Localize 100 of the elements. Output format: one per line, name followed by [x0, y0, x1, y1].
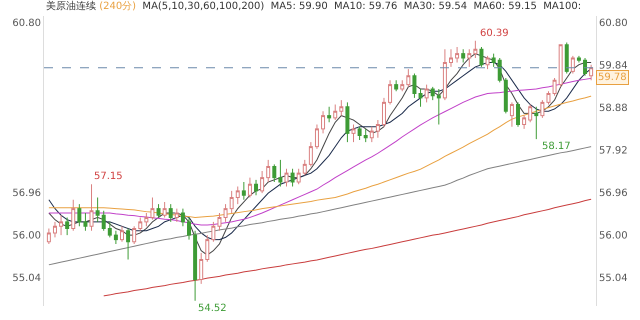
annotation: 54.52 [198, 303, 227, 314]
candlestick [96, 197, 100, 222]
y2-tick-label: 56.96 [599, 188, 628, 200]
candlestick [308, 142, 313, 168]
candlestick [540, 100, 544, 118]
line-series [48, 78, 592, 226]
candlestick [339, 100, 344, 116]
candlestick [516, 102, 520, 128]
candlestick [65, 216, 70, 236]
candlestick [473, 40, 478, 59]
candlestick [236, 186, 240, 205]
candlestick [150, 197, 154, 220]
candlestick [126, 228, 130, 260]
candlestick [552, 77, 557, 96]
candlestick [467, 48, 472, 68]
candlestick [424, 84, 429, 103]
y2-tick-label: 57.92 [599, 146, 628, 157]
line-series [103, 198, 592, 296]
candlestick [576, 55, 581, 63]
candlestick [370, 126, 374, 143]
candlestick [504, 77, 508, 114]
candlestick [156, 204, 161, 218]
candlestick [205, 234, 210, 262]
candlestick [296, 168, 301, 185]
candlestick [376, 120, 380, 138]
y-tick-label: 56.96 [12, 188, 41, 200]
candlestick [583, 58, 588, 76]
candlestick [180, 208, 185, 227]
candlestick [442, 48, 447, 101]
y2-tick-label: 60.80 [599, 18, 628, 30]
y-tick-label: 60.80 [12, 18, 41, 30]
line-series [48, 96, 592, 218]
candlestick [254, 179, 258, 196]
candlestick [522, 115, 526, 130]
candlestick [248, 177, 252, 198]
y2-tick-label: 56.00 [599, 230, 628, 242]
candlestick [333, 104, 338, 121]
candlestick [211, 221, 216, 242]
candlestick [77, 204, 82, 227]
candlestick [52, 221, 57, 238]
candlestick [449, 48, 453, 68]
chart-subtitle: (240分) [99, 0, 136, 12]
candlestick [302, 159, 307, 176]
candlestick [479, 46, 484, 68]
candlestick [174, 208, 179, 222]
y2-tick-label: 58.88 [599, 103, 628, 114]
candlestick [83, 212, 88, 232]
candlestick [388, 80, 392, 106]
candlestick [260, 170, 264, 194]
y-tick-label: 56.00 [12, 230, 41, 242]
ref-line-label: 59.78 [598, 72, 627, 83]
annotation: 58.17 [542, 141, 571, 152]
y-tick-label: 55.04 [12, 273, 41, 284]
candlestick [242, 182, 246, 200]
candlestick [114, 230, 118, 245]
candlestick [168, 204, 173, 222]
candlestick [534, 106, 538, 140]
candlestick [132, 226, 136, 245]
candlestick [546, 90, 550, 106]
candlestick [162, 201, 167, 218]
annotation: 60.39 [480, 28, 509, 39]
text: MA(5,10,30,60,100,200) MA5: 59.90 MA10: 59.76 MA30: 59.54 MA60: 59.15 MA100: [142, 1, 582, 12]
candlestick [102, 210, 106, 232]
candlestick [455, 46, 460, 63]
candlestick [327, 106, 332, 123]
y2-tick-label: 59.84 [599, 60, 628, 72]
candlestick [498, 58, 502, 83]
candlestick [120, 226, 124, 242]
candlestick [564, 42, 569, 74]
candlestick [90, 184, 94, 232]
candlestick [352, 124, 356, 143]
candlestick [406, 68, 410, 88]
candlestick [492, 53, 496, 68]
candlestick [59, 214, 64, 236]
candlestick [224, 204, 228, 222]
candlestick [400, 80, 404, 92]
candlestick [230, 190, 234, 214]
candlestick [358, 126, 362, 140]
candlestick [46, 228, 51, 245]
y2-tick-label: 55.04 [599, 273, 628, 284]
candlestick [436, 88, 441, 125]
candlestick [144, 212, 148, 227]
candlestick [272, 164, 276, 183]
candlestick [199, 252, 204, 284]
candlestick [570, 55, 575, 74]
candlestick [486, 55, 490, 70]
candlestick [461, 48, 466, 63]
candlestick [217, 212, 222, 232]
candlestick [510, 102, 514, 128]
annotation: 57.15 [94, 171, 123, 182]
candlestick [382, 97, 386, 128]
candlestick [589, 64, 594, 81]
candlestick [187, 216, 191, 240]
candlestick [528, 104, 532, 123]
candlestick [108, 221, 112, 238]
candlestick [418, 88, 423, 108]
candlestick [345, 102, 350, 143]
candlestick [284, 168, 288, 187]
candlestick [321, 110, 326, 134]
chart-title: 美原油连续 [46, 1, 96, 12]
